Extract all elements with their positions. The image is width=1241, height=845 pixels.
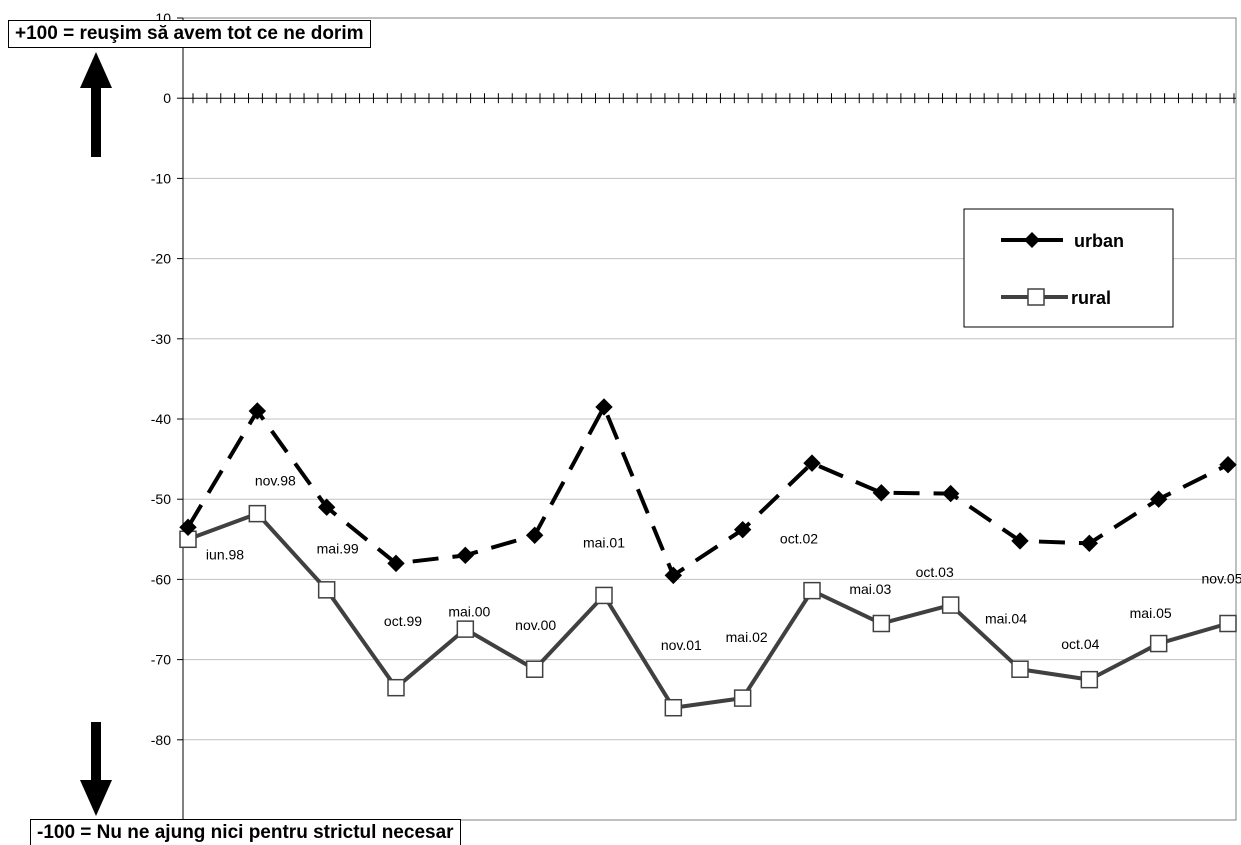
x-tick-label: mai.02 <box>726 629 768 645</box>
y-tick-label: 0 <box>163 90 171 106</box>
legend: urban rural <box>963 208 1174 328</box>
down-arrow-shaft <box>91 722 101 788</box>
series-line-rural <box>187 511 1229 710</box>
x-tick-label: oct.04 <box>1061 636 1099 652</box>
x-tick-label: mai.00 <box>448 603 490 619</box>
x-tick-label: oct.03 <box>916 564 954 580</box>
x-tick-label: mai.03 <box>849 581 891 597</box>
legend-urban-marker <box>1024 232 1040 248</box>
marker-urban <box>1149 490 1168 508</box>
marker-rural <box>872 614 891 633</box>
x-tick-label: mai.01 <box>583 534 625 550</box>
marker-rural <box>664 698 683 717</box>
marker-urban <box>179 518 197 536</box>
x-tick-label: nov.98 <box>255 473 296 489</box>
marker-rural <box>595 586 613 605</box>
marker-rural <box>733 689 752 707</box>
x-tick-label: mai.05 <box>1130 605 1172 621</box>
marker-rural <box>803 581 821 600</box>
marker-urban <box>1080 534 1099 553</box>
marker-urban <box>941 484 960 503</box>
legend-label-urban: urban <box>1074 231 1124 251</box>
x-tick-label: nov.05 <box>1202 570 1241 586</box>
x-tick-label: mai.04 <box>985 611 1027 627</box>
marker-rural <box>1149 634 1168 653</box>
marker-urban <box>525 526 544 544</box>
marker-urban <box>387 554 405 573</box>
marker-rural <box>1080 670 1099 689</box>
x-tick-label: iun.98 <box>206 546 244 562</box>
y-tick-label: -20 <box>151 251 171 267</box>
legend-label-rural: rural <box>1071 288 1111 308</box>
marker-urban <box>595 398 613 416</box>
marker-urban <box>1219 456 1237 474</box>
marker-urban <box>317 498 336 516</box>
series-lines <box>179 398 1237 717</box>
marker-rural <box>456 620 475 638</box>
legend-rural-marker <box>1027 288 1045 306</box>
y-tick-label: -40 <box>151 411 171 427</box>
marker-rural <box>317 581 336 599</box>
marker-urban <box>1011 532 1029 550</box>
marker-rural <box>941 596 960 614</box>
category-labels: iun.98 nov.98 mai.99 oct.99 mai.00 nov.00 mai.… <box>206 473 1241 653</box>
y-tick-label: -70 <box>151 652 171 668</box>
y-tick-label: -60 <box>151 571 171 587</box>
y-axis: 100-10-20-30-40-50-60-70-80 <box>151 10 1236 820</box>
direction-arrows <box>80 52 112 816</box>
x-tick-label: mai.99 <box>317 541 359 557</box>
marker-rural <box>1219 614 1237 633</box>
marker-rural <box>1011 660 1029 678</box>
x-tick-label: nov.00 <box>515 617 556 633</box>
bottom-scale-annotation: -100 = Nu ne ajung nici pentru strictul … <box>30 819 461 845</box>
x-tick-label: nov.01 <box>661 637 702 653</box>
down-arrow-head <box>80 780 112 816</box>
legend-box <box>963 208 1174 328</box>
marker-urban <box>872 484 891 502</box>
y-tick-label: -80 <box>151 732 171 748</box>
marker-rural <box>248 504 267 523</box>
y-tick-label: -50 <box>151 491 171 507</box>
up-arrow-head <box>80 52 112 88</box>
top-scale-annotation: +100 = reuşim să avem tot ce ne dorim <box>8 20 371 48</box>
marker-urban <box>248 402 267 420</box>
marker-urban <box>664 566 683 585</box>
marker-urban <box>733 520 752 539</box>
up-arrow-shaft <box>91 82 101 157</box>
marker-urban <box>456 546 475 565</box>
y-tick-label: -10 <box>151 170 171 186</box>
marker-rural <box>525 660 544 678</box>
marker-rural <box>387 678 405 697</box>
x-tick-label: oct.99 <box>384 613 422 629</box>
y-tick-label: -30 <box>151 331 171 347</box>
x-tick-label: oct.02 <box>780 530 818 546</box>
series-line-urban <box>186 404 1229 578</box>
marker-urban <box>803 454 821 472</box>
